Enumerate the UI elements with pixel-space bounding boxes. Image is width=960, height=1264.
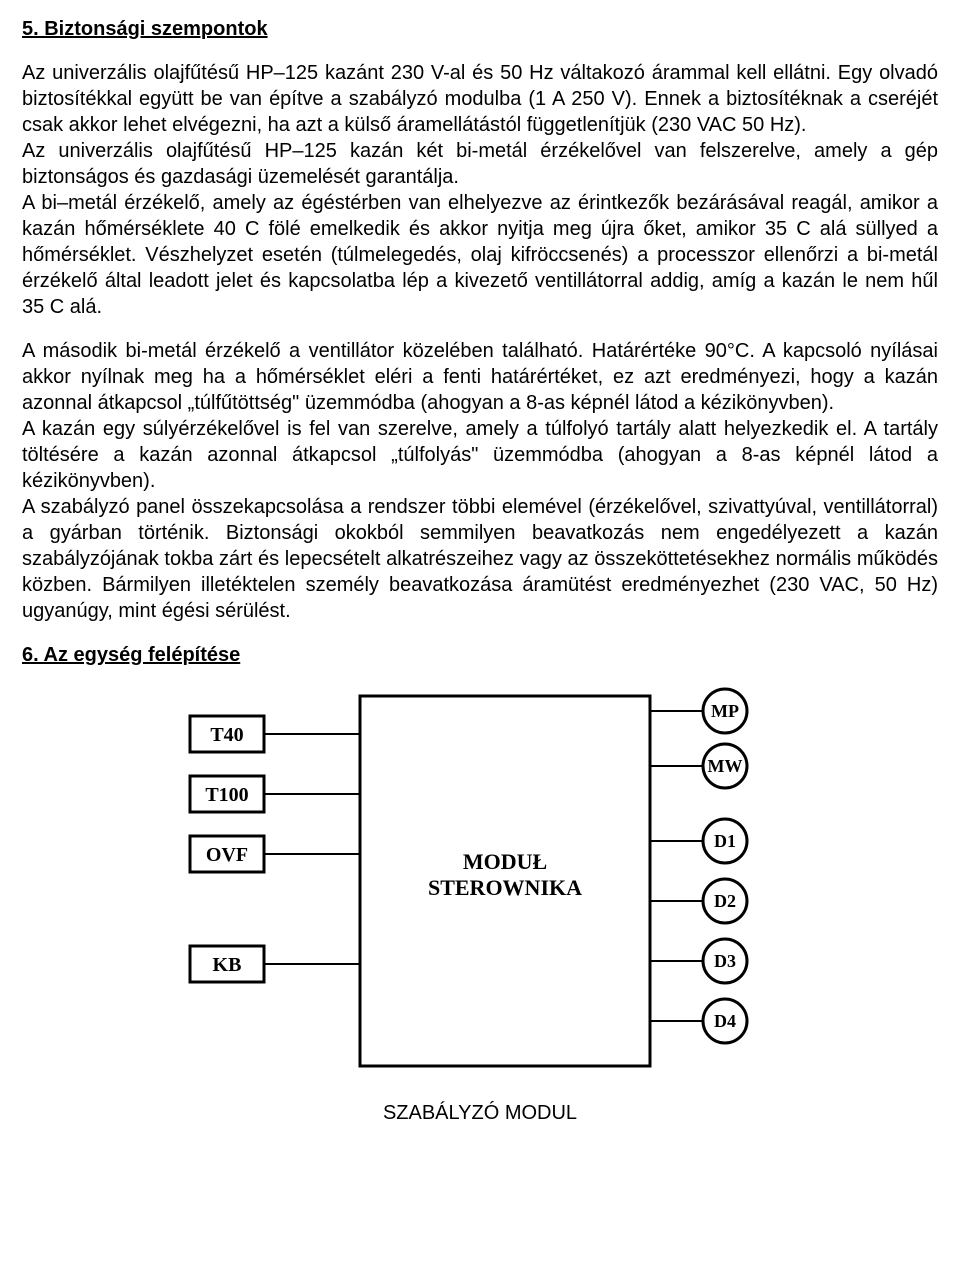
para-text: A második bi-metál érzékelő a ventilláto…: [22, 340, 938, 414]
svg-text:T40: T40: [210, 724, 243, 746]
module-diagram: MODUŁSTEROWNIKA T40 T100 OVF KB MP MW D1 D2 D3 D4: [22, 686, 938, 1096]
para-text: A szabályzó panel összekapcsolása a rend…: [22, 496, 938, 622]
module-diagram-svg: MODUŁSTEROWNIKA T40 T100 OVF KB MP MW D1 D2 D3 D4: [170, 686, 790, 1096]
svg-text:OVF: OVF: [206, 844, 248, 866]
svg-text:STEROWNIKA: STEROWNIKA: [428, 875, 582, 900]
svg-text:KB: KB: [213, 954, 242, 976]
svg-text:MP: MP: [711, 701, 739, 721]
para-text: A kazán egy súlyérzékelővel is fel van s…: [22, 418, 938, 492]
para-text: Az univerzális olajfűtésű HP–125 kazánt …: [22, 62, 938, 136]
svg-text:D1: D1: [714, 831, 736, 851]
svg-text:T100: T100: [205, 784, 248, 806]
section-5-heading: 5. Biztonsági szempontok: [22, 16, 938, 42]
section-6-heading: 6. Az egység felépítése: [22, 642, 938, 668]
para-text: Az univerzális olajfűtésű HP–125 kazán k…: [22, 140, 938, 188]
svg-text:D3: D3: [714, 951, 736, 971]
svg-text:MW: MW: [708, 756, 743, 776]
para-text: A bi–metál érzékelő, amely az égéstérben…: [22, 192, 938, 318]
section-5-para-2: A második bi-metál érzékelő a ventilláto…: [22, 338, 938, 624]
svg-text:MODUŁ: MODUŁ: [463, 849, 547, 874]
diagram-caption: SZABÁLYZÓ MODUL: [22, 1100, 938, 1126]
svg-text:D2: D2: [714, 891, 736, 911]
svg-text:D4: D4: [714, 1011, 736, 1031]
section-5-para-1: Az univerzális olajfűtésű HP–125 kazánt …: [22, 60, 938, 320]
